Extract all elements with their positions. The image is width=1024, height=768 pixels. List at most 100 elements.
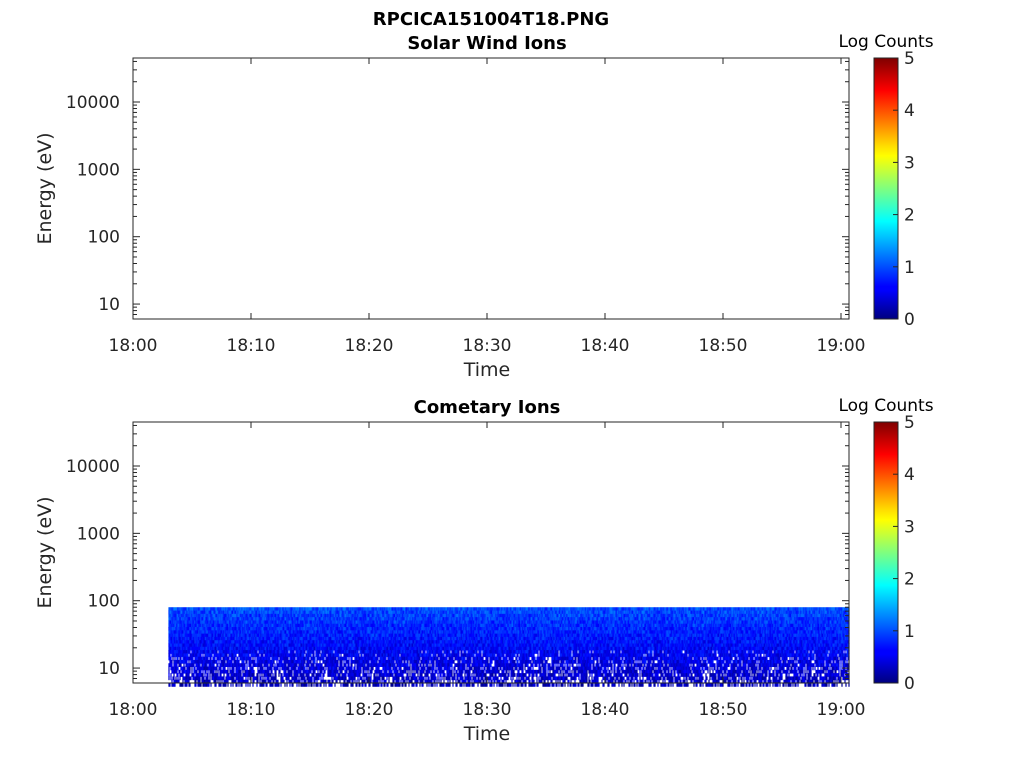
spectrogram-cell: [188, 663, 190, 667]
spectrogram-cell: [355, 646, 357, 651]
spectrogram-cell: [226, 650, 228, 654]
spectrogram-cell: [318, 626, 320, 631]
spectrogram-cell: [343, 630, 345, 635]
spectrogram-cell: [245, 617, 247, 621]
spectrogram-cell: [204, 626, 206, 631]
spectrogram-cell: [369, 613, 371, 618]
spectrogram-cell: [195, 617, 197, 621]
spectrogram-cell: [359, 610, 361, 615]
spectrogram-cell: [248, 643, 250, 648]
spectrogram-cell: [187, 669, 189, 674]
spectrogram-cell: [200, 636, 202, 641]
spectrogram-cell: [277, 636, 279, 641]
spectrogram-cell: [306, 666, 308, 671]
spectrogram-cell: [351, 656, 353, 661]
spectrogram-cell: [290, 630, 292, 635]
spectrogram-cell: [209, 636, 211, 641]
spectrogram-cell: [257, 679, 259, 684]
spectrogram-cell: [304, 623, 306, 628]
spectrogram-cell: [363, 623, 365, 628]
spectrogram-cell: [186, 636, 188, 641]
spectrogram-cell: [269, 653, 271, 658]
spectrogram-cell: [309, 653, 311, 658]
spectrogram-cell: [204, 659, 206, 664]
spectrogram-cell: [362, 659, 364, 664]
spectrogram-cell: [173, 607, 175, 611]
spectrogram-cell: [293, 673, 295, 677]
spectrogram-cell: [330, 610, 332, 615]
spectrogram-cell: [200, 610, 202, 615]
spectrogram-cell: [286, 683, 288, 687]
spectrogram-cell: [322, 643, 324, 648]
spectrogram-cell: [262, 669, 264, 674]
spectrogram-cell: [177, 617, 179, 621]
spectrogram-cell: [356, 669, 358, 674]
spectrogram-cell: [219, 623, 221, 628]
spectrogram-cell: [215, 610, 217, 615]
spectrogram-cell: [357, 617, 359, 621]
spectrogram-cell: [322, 636, 324, 641]
spectrogram-cell: [385, 663, 387, 667]
spectrogram-cell: [218, 620, 220, 625]
spectrogram-cell: [280, 646, 282, 651]
spectrogram-cell: [305, 613, 307, 618]
spectrogram-cell: [292, 643, 294, 648]
spectrogram-cell: [269, 613, 271, 618]
spectrogram-cell: [368, 610, 370, 615]
spectrogram-cell: [375, 663, 377, 667]
spectrogram-cell: [312, 650, 314, 654]
spectrogram-cell: [234, 656, 236, 661]
spectrogram-cell: [368, 630, 370, 635]
spectrogram-cell: [276, 613, 278, 618]
spectrogram-cell: [202, 610, 204, 615]
spectrogram-cell: [300, 620, 302, 625]
spectrogram-cell: [333, 669, 335, 674]
spectrogram-cell: [306, 653, 308, 658]
spectrogram-cell: [309, 640, 311, 644]
spectrogram-cell: [387, 656, 389, 661]
spectrogram-cell: [351, 626, 353, 631]
spectrogram-cell: [170, 636, 172, 641]
spectrogram-cell: [246, 640, 248, 644]
spectrogram-cell: [316, 653, 318, 658]
spectrogram-cell: [232, 620, 234, 625]
spectrogram-cell: [240, 613, 242, 618]
spectrogram-cell: [255, 633, 257, 638]
spectrogram-cell: [310, 676, 312, 681]
spectrogram-cell: [177, 676, 179, 681]
spectrogram-cell: [366, 626, 368, 631]
spectrogram-cell: [199, 653, 201, 658]
spectrogram-cell: [296, 620, 298, 625]
spectrogram-cell: [240, 640, 242, 644]
spectrogram-cell: [204, 607, 206, 611]
spectrogram-cell: [378, 617, 380, 621]
spectrogram-cell: [231, 607, 233, 611]
spectrogram-cell: [377, 650, 379, 654]
spectrogram-cell: [372, 636, 374, 641]
spectrogram-cell: [236, 626, 238, 631]
spectrogram-cell: [214, 676, 216, 681]
spectrogram-cell: [213, 613, 215, 618]
spectrogram-cell: [317, 673, 319, 677]
spectrogram-cell: [249, 623, 251, 628]
spectrogram-cell: [253, 650, 255, 654]
spectrogram-cell: [278, 617, 280, 621]
spectrogram-cell: [211, 676, 213, 681]
spectrogram-cell: [221, 669, 223, 674]
spectrogram-cell: [188, 617, 190, 621]
colorbar-tick-label: 5: [904, 49, 915, 69]
spectrogram-cell: [299, 633, 301, 638]
spectrogram-cell: [342, 650, 344, 654]
spectrogram-cell: [205, 656, 207, 661]
spectrogram-cell: [315, 610, 317, 615]
spectrogram-cell: [242, 663, 244, 667]
spectrogram-cell: [196, 620, 198, 625]
spectrogram-cell: [290, 610, 292, 615]
spectrogram-cell: [252, 607, 254, 611]
spectrogram-cell: [317, 620, 319, 625]
spectrogram-cell: [178, 646, 180, 651]
spectrogram-cell: [261, 636, 263, 641]
spectrogram-cell: [342, 617, 344, 621]
spectrogram-cell: [355, 623, 357, 628]
spectrogram-cell: [186, 610, 188, 615]
